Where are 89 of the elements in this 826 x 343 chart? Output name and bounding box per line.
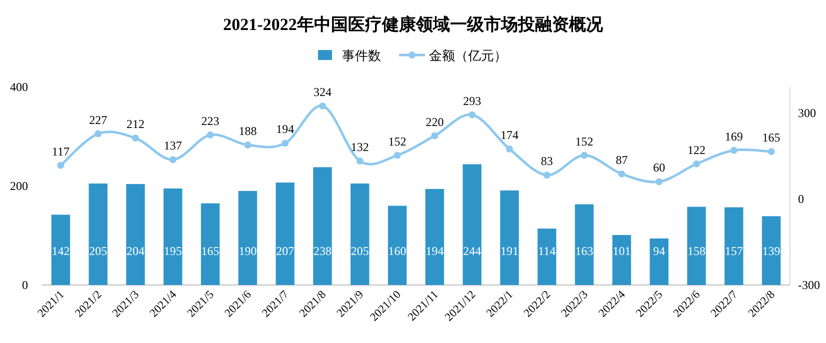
data-label: 165	[762, 130, 780, 145]
point	[468, 111, 476, 118]
point	[693, 160, 700, 168]
data-label: 117	[52, 144, 70, 158]
point	[57, 162, 64, 169]
data-label: 238	[314, 244, 332, 258]
data-label: 195	[164, 244, 182, 258]
point	[356, 158, 364, 165]
data-label: 324	[314, 84, 332, 99]
data-label: 152	[575, 134, 594, 148]
y2-tick-label: 300	[798, 106, 816, 120]
bar	[126, 184, 145, 285]
data-label: 227	[89, 112, 108, 127]
y-tick-label: 400	[10, 80, 28, 94]
data-label: 205	[350, 244, 369, 258]
data-label: 205	[89, 244, 108, 258]
point	[394, 152, 401, 159]
bar	[88, 184, 108, 285]
bar	[687, 206, 706, 285]
point	[580, 152, 588, 159]
point	[656, 178, 663, 186]
data-label: 191	[500, 244, 518, 258]
point	[94, 130, 102, 138]
data-label: 174	[500, 128, 518, 142]
bar	[425, 188, 444, 285]
bar	[51, 214, 70, 285]
legend-label: 金额（亿元）	[429, 49, 507, 64]
bar	[574, 204, 594, 285]
point	[543, 172, 550, 179]
data-label: 137	[164, 138, 182, 153]
bar	[276, 182, 294, 285]
data-label: 122	[688, 142, 706, 157]
data-label: 132	[350, 140, 369, 154]
data-label: 165	[201, 244, 220, 258]
data-label: 212	[126, 117, 144, 132]
data-label: 244	[463, 244, 482, 258]
bar	[164, 188, 182, 285]
data-label: 293	[463, 94, 482, 108]
data-label: 83	[540, 154, 553, 168]
data-label: 163	[575, 244, 594, 258]
data-label: 87	[616, 152, 628, 167]
y-tick-label: 200	[10, 179, 28, 193]
chart-title: 2021-2022年中国医疗健康领域一级市场投融资概况	[223, 15, 604, 34]
point	[169, 156, 176, 164]
data-label: 157	[724, 244, 743, 258]
point	[319, 102, 326, 110]
data-label: 101	[612, 244, 631, 258]
bar	[724, 207, 744, 285]
y-tick-label: 0	[22, 278, 28, 292]
data-label: 194	[276, 122, 294, 136]
data-label: 142	[52, 244, 70, 258]
point	[730, 146, 738, 154]
point	[206, 131, 214, 138]
bar	[462, 164, 482, 285]
data-label: 188	[238, 124, 257, 138]
data-label: 220	[426, 114, 444, 129]
data-label: 152	[388, 134, 406, 148]
data-label: 160	[388, 244, 406, 258]
data-label: 190	[238, 244, 257, 258]
bar	[313, 167, 332, 285]
data-label: 207	[276, 244, 294, 258]
bar	[500, 190, 519, 285]
data-label: 223	[201, 114, 220, 128]
data-label: 114	[538, 244, 556, 258]
bar	[612, 235, 632, 285]
data-label: 169	[724, 129, 743, 144]
data-label: 204	[126, 244, 144, 258]
point	[618, 170, 626, 178]
point	[132, 134, 139, 142]
point	[282, 140, 289, 147]
point	[768, 148, 775, 156]
bar	[538, 228, 556, 285]
bar	[350, 184, 370, 285]
bar	[200, 203, 220, 285]
data-label: 139	[762, 244, 780, 258]
legend-label: 事件数	[342, 49, 381, 64]
point	[506, 145, 513, 152]
bar	[650, 238, 668, 285]
point	[431, 132, 438, 140]
y2-tick-label: 0	[798, 192, 804, 206]
data-label: 158	[688, 244, 706, 258]
bar	[388, 206, 407, 285]
bar	[238, 190, 258, 285]
data-label: 60	[653, 160, 666, 175]
data-label: 94	[653, 244, 666, 258]
data-label: 194	[426, 244, 444, 258]
point	[244, 141, 252, 148]
bar	[762, 216, 781, 285]
y2-tick-label: -300	[798, 278, 820, 292]
